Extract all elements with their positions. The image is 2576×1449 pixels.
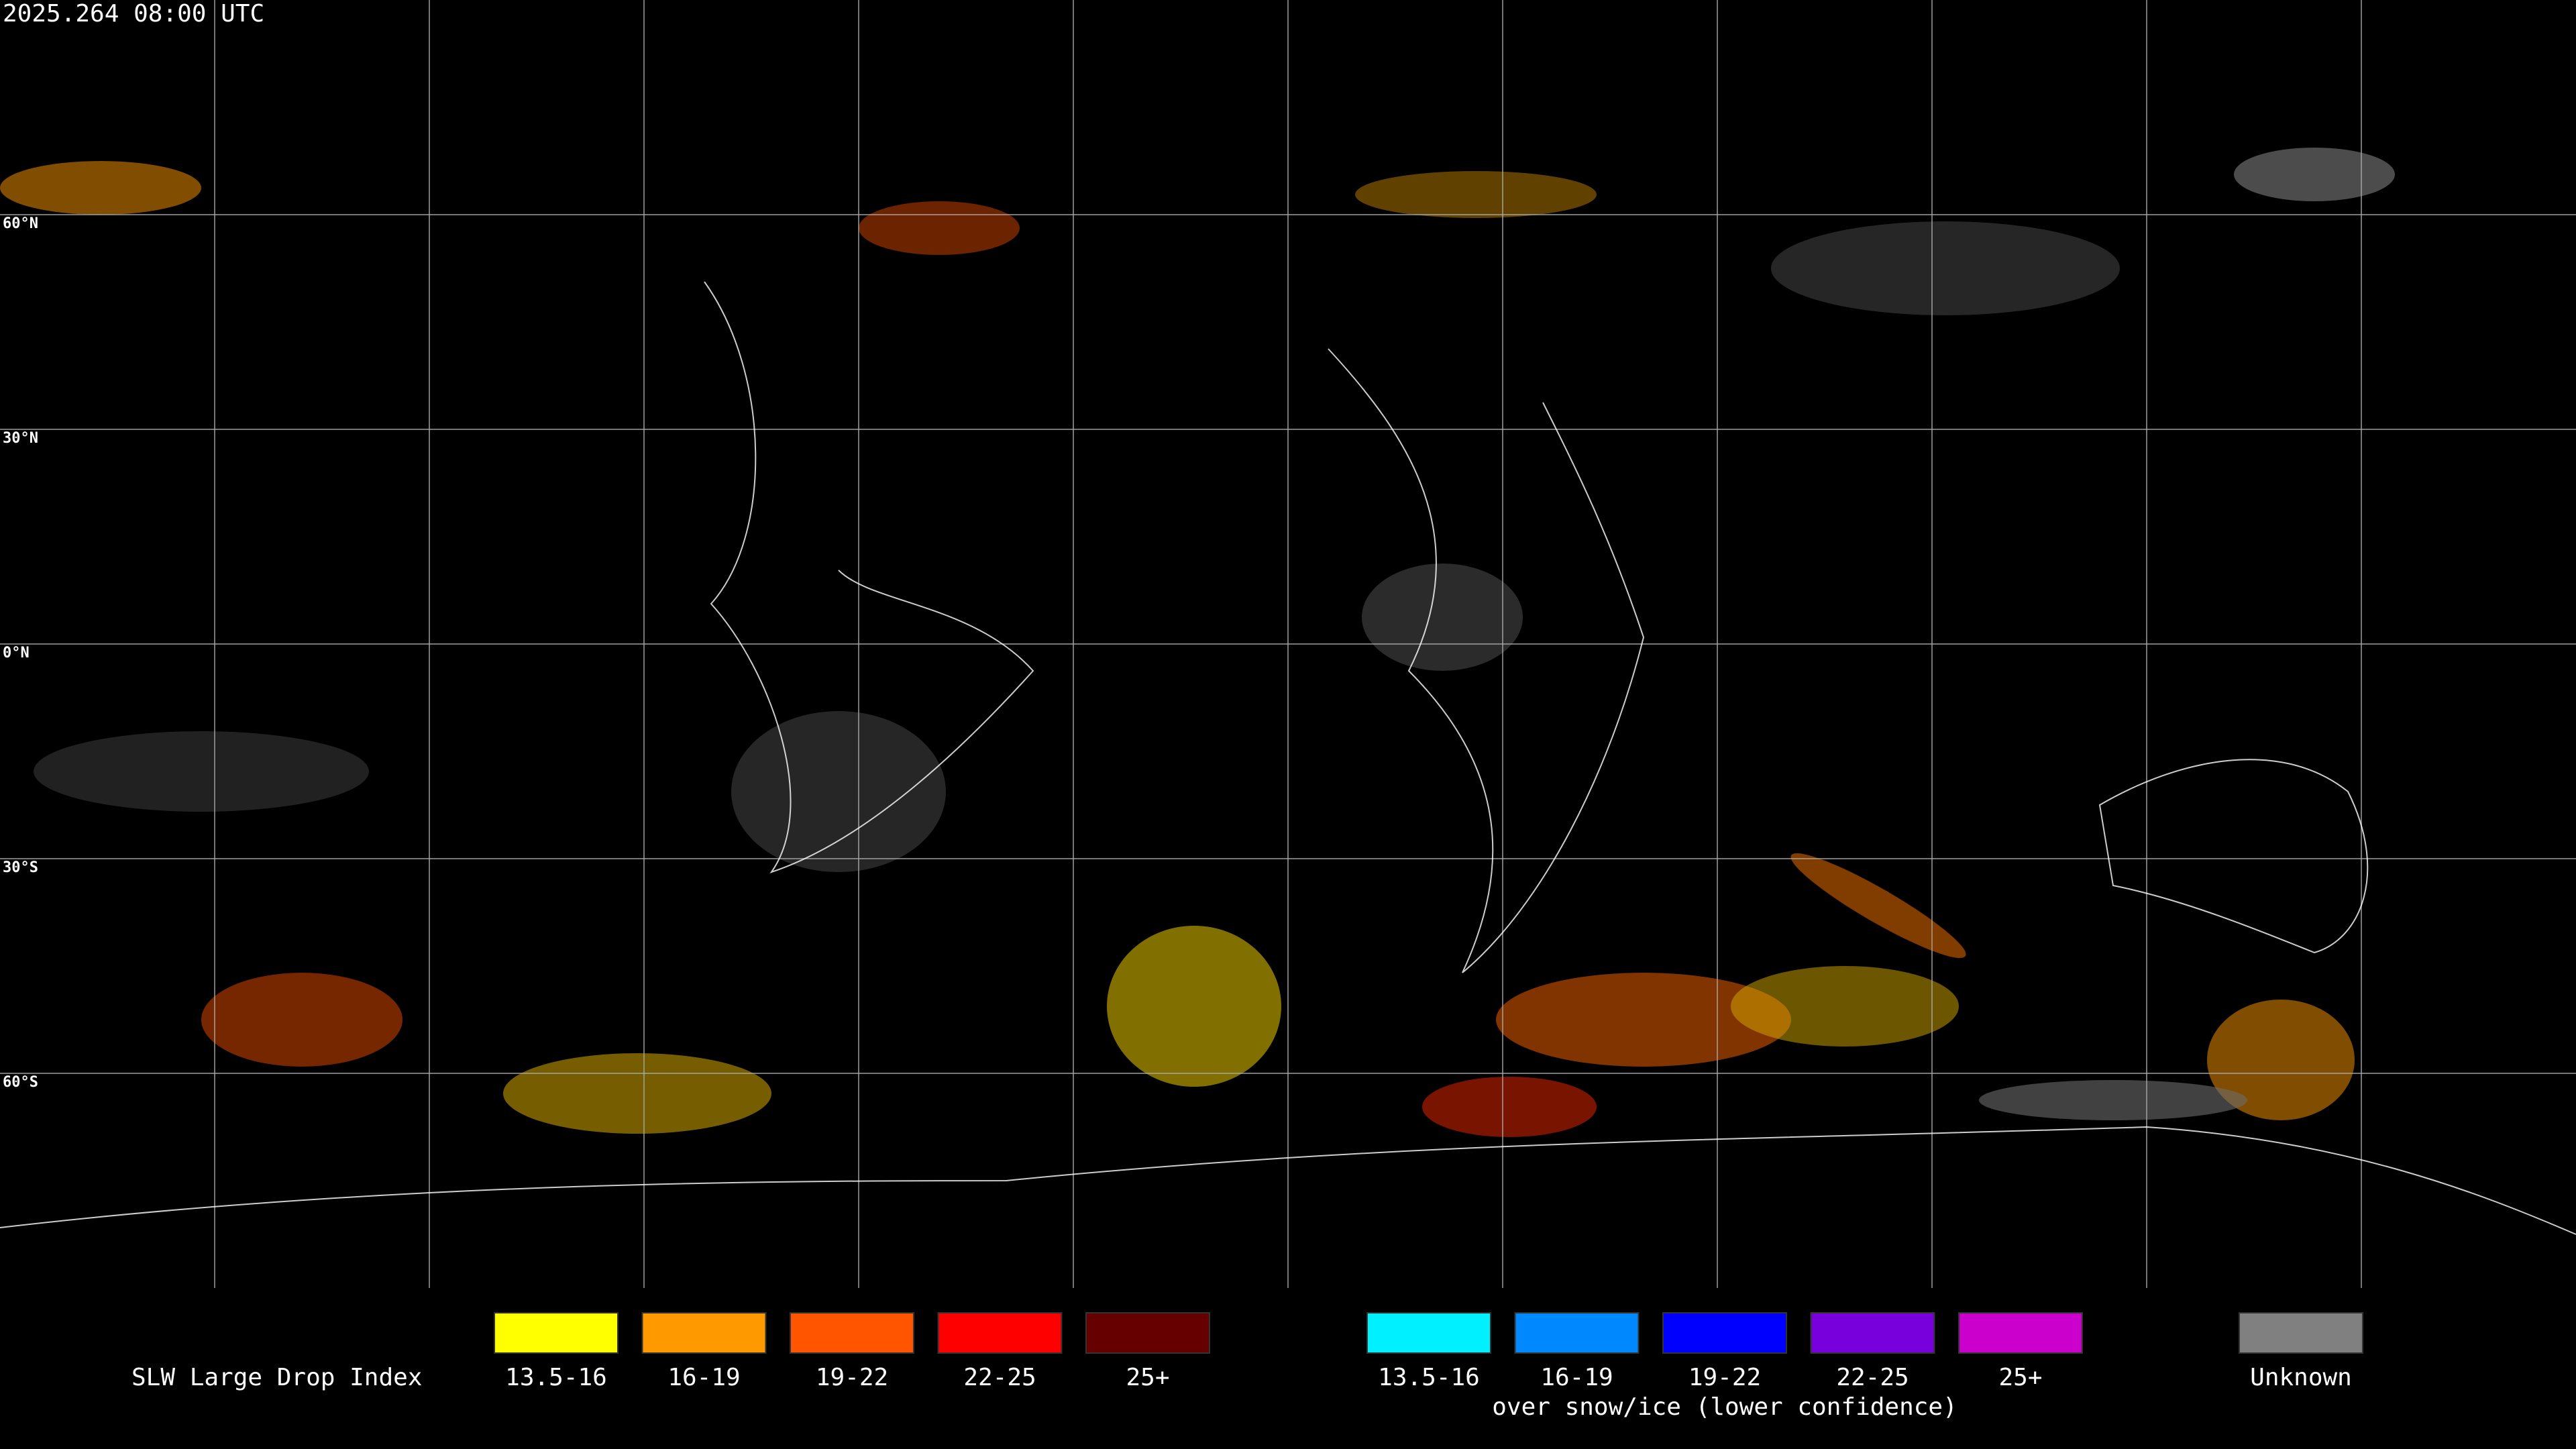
legend-swatch xyxy=(1810,1312,1935,1354)
latitude-label: 0°N xyxy=(3,645,30,661)
cloud-patch xyxy=(1362,564,1523,671)
coastline xyxy=(0,1126,2576,1235)
cloud-patch xyxy=(1979,1080,2247,1120)
legend-label: 25+ xyxy=(1126,1364,1169,1391)
cloud-patch xyxy=(1355,171,1597,218)
cloud-patch xyxy=(1790,853,1966,959)
cloud-patch xyxy=(1731,966,1959,1046)
cloud-patch xyxy=(201,973,402,1067)
legend-swatch xyxy=(1958,1312,2083,1354)
legend-title: SLW Large Drop Index xyxy=(131,1364,422,1391)
cloud-patch xyxy=(2207,1000,2355,1120)
legend-swatch xyxy=(641,1312,767,1354)
legend-swatch xyxy=(937,1312,1063,1354)
legend-swatch xyxy=(494,1312,619,1354)
cloud-patch xyxy=(0,161,201,215)
legend-swatch xyxy=(790,1312,914,1354)
cloud-patch xyxy=(34,731,369,812)
legend-label: 19-22 xyxy=(816,1364,888,1391)
cloud-patch xyxy=(731,711,946,872)
legend-swatch xyxy=(1662,1312,1787,1354)
latitude-label: 30°S xyxy=(3,859,38,876)
legend-label: Unknown xyxy=(2250,1364,2352,1391)
coastline xyxy=(704,281,1034,873)
legend-label: 16-19 xyxy=(1540,1364,1613,1391)
legend-label: 22-25 xyxy=(1836,1364,1909,1391)
coastlines xyxy=(0,281,2576,1235)
legend-caption: over snow/ice (lower confidence) xyxy=(1492,1393,1957,1421)
legend-label: 16-19 xyxy=(667,1364,740,1391)
coastline xyxy=(1328,348,1645,973)
legend-swatch xyxy=(1085,1312,1210,1354)
legend-label: 25+ xyxy=(1998,1364,2042,1391)
cloud-patch xyxy=(503,1053,771,1134)
legend-swatch xyxy=(1514,1312,1640,1354)
latitude-label: 60°S xyxy=(3,1074,38,1091)
cloud-patch xyxy=(859,201,1020,255)
legend-label: 13.5-16 xyxy=(1378,1364,1480,1391)
legend-swatch xyxy=(1366,1312,1491,1354)
legend-label: 19-22 xyxy=(1688,1364,1761,1391)
legend-label: 22-25 xyxy=(963,1364,1036,1391)
timestamp: 2025.264 08:00 UTC xyxy=(3,0,264,28)
cloud-patch xyxy=(1771,221,2120,315)
legend-label: 13.5-16 xyxy=(505,1364,607,1391)
graticule: 60°N 30°N 0°N 30°S 60°S xyxy=(0,0,2576,1288)
cloud-patch xyxy=(1107,926,1281,1087)
legend-swatch xyxy=(2239,1312,2363,1354)
legend: 13.5-16 16-19 19-22 22-25 25+ 13.5-16 16-19 19-… xyxy=(494,1312,2363,1421)
cloud-patch xyxy=(1422,1077,1597,1137)
cloud-patch xyxy=(2234,148,2395,201)
coastline xyxy=(2098,759,2369,954)
latitude-label: 60°N xyxy=(3,215,38,232)
latitude-label: 30°N xyxy=(3,430,38,447)
legend-background xyxy=(0,1288,2576,1449)
